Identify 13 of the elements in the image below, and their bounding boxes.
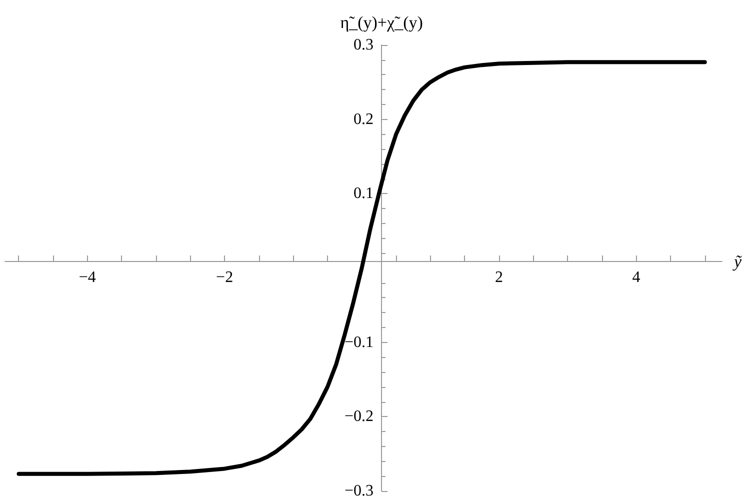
x-tick-label: −4 [78,269,96,286]
y-tick-label: 0.1 [354,185,374,202]
x-tick-label: 2 [495,269,504,286]
y-tick-label: −0.2 [344,408,374,426]
x-tick-label: 4 [632,269,640,286]
x-axis-title: ỹ [732,252,742,271]
y-tick-label: 0.2 [354,110,374,128]
line-series [16,60,707,476]
x-tick-label: −2 [216,269,234,286]
y-tick-label: −0.1 [344,334,374,351]
y-tick-label: −0.3 [344,482,374,500]
y-tick-label: 0.3 [354,36,374,54]
y-axis-title: η̃_(y)+χ̃_(y) [340,13,423,32]
